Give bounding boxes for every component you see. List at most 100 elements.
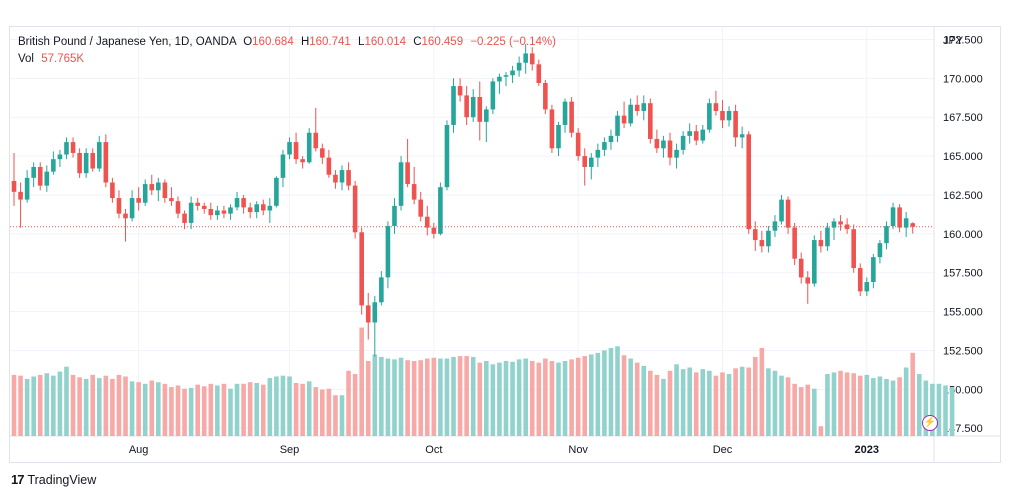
volume-bar: [825, 374, 830, 436]
volume-bar: [306, 381, 312, 436]
candle-body: [418, 199, 424, 217]
volume-bar: [562, 360, 568, 436]
x-tick-label: Dec: [713, 444, 733, 456]
candle-body: [897, 207, 902, 228]
candle-body: [201, 205, 207, 209]
candle-body: [438, 187, 443, 234]
volume-bar: [497, 362, 502, 436]
candle-body: [352, 185, 358, 233]
candle-body: [641, 103, 647, 111]
candle-body: [595, 149, 601, 158]
volume-bar: [588, 354, 594, 436]
candle-body: [241, 198, 246, 208]
volume-bar: [693, 372, 699, 436]
candle-body: [857, 268, 863, 292]
candle-body: [70, 142, 76, 153]
candle-body: [96, 142, 102, 169]
volume-value: 57.765K: [41, 53, 85, 65]
volume-bar: [293, 383, 299, 436]
volume-bar: [687, 367, 692, 436]
volume-bar: [326, 388, 332, 436]
volume-bar: [910, 352, 916, 436]
candle-body: [77, 152, 82, 174]
volume-bar: [90, 374, 96, 436]
candle-body: [208, 208, 214, 216]
volume-bar: [818, 426, 824, 436]
candle-body: [864, 282, 870, 292]
footer: 17 TradingView: [11, 472, 96, 487]
volume-bar: [674, 364, 679, 436]
candle-body: [608, 135, 614, 143]
volume-bar: [641, 365, 647, 436]
y-tick-label: 165.000: [943, 151, 983, 163]
volume-bar: [451, 356, 456, 436]
volume-bar: [70, 374, 76, 436]
volume-bar: [320, 389, 325, 436]
volume-bar: [602, 350, 607, 436]
y-tick-label: 160.000: [943, 229, 983, 241]
volume-bar: [457, 356, 463, 436]
candle-body: [477, 96, 483, 122]
volume-bar: [890, 380, 896, 436]
candle-body: [772, 221, 778, 231]
candle-body: [175, 201, 181, 214]
volume-bar: [746, 367, 752, 436]
y-tick-label: 147.500: [943, 423, 983, 435]
volume-bar: [162, 383, 168, 436]
tradingview-logo-icon[interactable]: 17: [11, 472, 25, 487]
candle-body: [326, 157, 332, 175]
candle-body: [267, 205, 273, 211]
symbol-label[interactable]: British Pound / Japanese Yen, 1D, OANDA: [18, 36, 236, 48]
candle-body: [142, 184, 148, 203]
volume-bar: [477, 362, 483, 436]
candle-body: [287, 142, 292, 155]
y-tick-label: 172.500: [943, 34, 983, 46]
candle-body: [149, 184, 155, 191]
candle-body: [510, 70, 515, 76]
candle-body: [779, 199, 784, 222]
volume-bar: [667, 370, 673, 436]
candle-body: [733, 110, 738, 138]
high-value: 160.741: [309, 36, 351, 48]
volume-bar: [142, 383, 148, 436]
volume-bar: [280, 375, 286, 436]
volume-bar: [713, 375, 719, 436]
candle-body: [628, 104, 633, 124]
volume-bar: [287, 376, 292, 436]
volume-bar: [116, 374, 122, 436]
volume-label[interactable]: Vol: [18, 53, 34, 65]
volume-bar: [18, 375, 23, 436]
candle-body: [37, 166, 43, 186]
candle-body: [871, 257, 876, 283]
candle-body: [398, 162, 404, 206]
volume-bar: [680, 369, 686, 436]
volume-bar: [726, 374, 732, 436]
volume-bar: [64, 366, 69, 436]
candle-body: [306, 132, 312, 163]
volume-bar: [805, 384, 811, 436]
volume-bar: [182, 388, 187, 436]
candle-body: [693, 131, 699, 141]
candle-body: [648, 103, 653, 139]
candle-body: [405, 162, 410, 185]
volume-bar: [346, 370, 351, 436]
lightning-icon[interactable]: ⚡: [922, 415, 938, 431]
volume-bar: [464, 356, 469, 436]
candle-body: [877, 243, 883, 258]
candle-body: [392, 205, 397, 227]
volume-bar: [582, 356, 588, 436]
candle-body: [543, 82, 548, 110]
volume-bar: [208, 383, 214, 436]
tradingview-brand[interactable]: TradingView: [27, 472, 97, 487]
volume-bar: [470, 356, 476, 436]
candle-body: [431, 227, 437, 234]
volume-bar: [274, 376, 279, 436]
volume-bar: [772, 370, 778, 436]
candle-body: [575, 132, 581, 157]
candle-body: [634, 104, 640, 111]
volume-bar: [812, 388, 817, 436]
candle-body: [667, 140, 673, 158]
volume-bar: [424, 358, 430, 436]
candle-body: [90, 152, 96, 169]
